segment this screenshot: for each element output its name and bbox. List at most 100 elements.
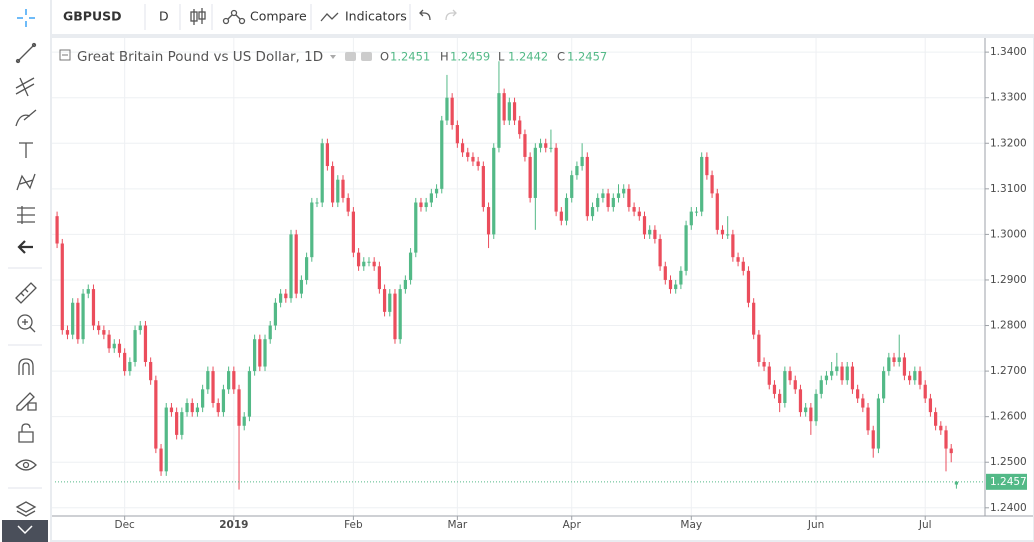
candle-body <box>304 257 309 280</box>
crosshair-tool[interactable] <box>17 9 35 27</box>
candle-body <box>112 343 116 349</box>
ohlc-letter: H <box>440 50 449 64</box>
compare-button[interactable]: Compare <box>250 9 307 24</box>
prediction-tool[interactable] <box>17 206 35 224</box>
brush-tool[interactable] <box>15 109 37 127</box>
candle-body <box>502 93 506 121</box>
candle-body <box>668 279 673 290</box>
last-price-label: 1.2457 <box>990 476 1027 488</box>
hide-icon[interactable] <box>345 52 356 61</box>
candle-body <box>694 211 699 213</box>
candle-body <box>284 293 288 299</box>
candle-body <box>310 202 314 258</box>
candle-body <box>809 407 813 422</box>
candle-body <box>336 179 340 203</box>
candle-body <box>320 143 324 203</box>
candle-body <box>346 197 350 212</box>
y-tick-label: 1.2400 <box>990 502 1027 514</box>
collapse-legend[interactable] <box>59 49 71 61</box>
candle-body <box>736 257 740 262</box>
candle-body <box>455 125 459 144</box>
candle-body <box>460 143 465 153</box>
collapse-toolbar[interactable] <box>2 520 48 542</box>
candle-body <box>845 366 849 381</box>
candle-body <box>330 166 335 203</box>
candle-body <box>273 302 278 326</box>
candle-body <box>518 120 522 135</box>
indicators-icon[interactable] <box>320 12 339 22</box>
ruler-tool[interactable] <box>15 282 37 304</box>
candle-body <box>741 261 745 271</box>
candle-body <box>882 371 886 399</box>
magnet-tool[interactable] <box>18 358 34 375</box>
candle-body <box>622 188 626 194</box>
ohlc-letter: O <box>380 50 389 64</box>
candle-body <box>632 207 636 212</box>
layers-tool[interactable] <box>15 501 37 517</box>
visibility-tool[interactable] <box>15 459 37 471</box>
candle-body <box>814 393 818 422</box>
candle-body <box>279 293 283 303</box>
candle-body <box>206 371 210 390</box>
candle-body <box>653 229 657 239</box>
candle-body <box>570 175 574 198</box>
chart-title: Great Britain Pound vs US Dollar, 1D <box>77 49 323 65</box>
candle-body <box>471 156 475 162</box>
x-tick-label: Jul <box>918 519 932 531</box>
candle-body <box>445 97 449 121</box>
candle-body <box>648 229 652 235</box>
candle-body <box>398 289 402 340</box>
fib-tool[interactable] <box>15 77 35 97</box>
candle-body <box>934 412 938 426</box>
y-tick-label: 1.3400 <box>990 46 1027 58</box>
candle-body <box>102 330 106 335</box>
candle-body <box>227 371 231 390</box>
candle-body <box>382 289 387 312</box>
candle-body <box>268 325 272 340</box>
ohlc-legend: O 1.2451 H 1.2459 L 1.2442 C 1.2457 <box>380 50 607 64</box>
text-tool[interactable] <box>19 142 33 158</box>
settings-icon[interactable] <box>361 52 372 61</box>
candle-body <box>221 389 226 413</box>
candle-body <box>866 407 870 431</box>
candle-body <box>752 302 756 335</box>
undo-button[interactable] <box>419 9 431 21</box>
candle-body <box>216 402 220 413</box>
interval[interactable]: D <box>159 9 169 24</box>
candle-body <box>169 407 174 413</box>
candle-body <box>559 211 563 221</box>
trendline-tool[interactable] <box>15 42 37 64</box>
candle-body <box>798 389 803 413</box>
candle-body <box>710 175 714 194</box>
top-toolbar: GBPUSD D Compare Indicators <box>52 0 1034 34</box>
candle-body <box>159 448 163 472</box>
lock-tool[interactable] <box>18 423 34 443</box>
candle-body <box>949 448 953 454</box>
candle-body <box>538 143 543 148</box>
pattern-tool[interactable] <box>16 173 36 191</box>
candle-body <box>689 211 693 226</box>
compare-icon[interactable] <box>222 9 246 25</box>
candle-body <box>247 371 252 417</box>
candle-body <box>356 252 361 267</box>
symbol[interactable]: GBPUSD <box>63 9 121 24</box>
candle-body <box>819 380 823 394</box>
back-button[interactable] <box>17 240 33 254</box>
candle-body <box>923 384 927 399</box>
title-dropdown[interactable] <box>330 55 336 59</box>
y-tick-label: 1.2900 <box>990 274 1027 286</box>
candle-body <box>164 407 168 472</box>
indicators-button[interactable]: Indicators <box>345 9 407 24</box>
candle-body <box>908 375 912 381</box>
x-tick-label: Feb <box>344 519 363 531</box>
candle-body <box>944 430 948 449</box>
candle-body <box>128 361 132 372</box>
candle-body <box>492 147 496 235</box>
lock-drawings[interactable] <box>16 392 37 411</box>
candle-body <box>263 339 267 367</box>
candle-body <box>788 371 792 381</box>
zoom-tool[interactable] <box>17 314 36 333</box>
candle-body <box>616 193 621 198</box>
chart-style-button[interactable] <box>190 8 206 25</box>
candle-body <box>642 216 647 235</box>
